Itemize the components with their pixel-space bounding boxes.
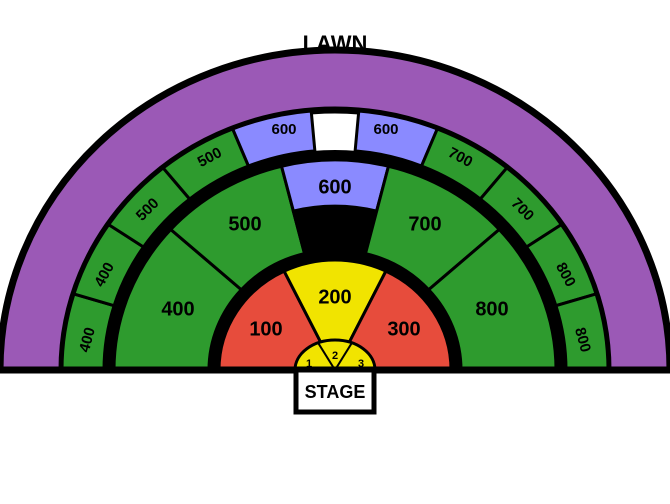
inner-label-2: 300: [387, 318, 420, 340]
mid-label-0: 400: [161, 298, 194, 320]
seating-chart: LAWN400400500500600600700700800800400500…: [0, 0, 670, 504]
mid-label-4: 700: [408, 213, 441, 235]
inner-label-1: 200: [318, 286, 351, 308]
stage-label: STAGE: [305, 382, 366, 402]
pit-label-2: 2: [332, 350, 338, 362]
mid-label-1: 500: [228, 213, 261, 235]
inner-label-0: 100: [249, 318, 282, 340]
mid-section-black-3: [293, 207, 376, 254]
lawn-label: LAWN: [303, 31, 368, 56]
outer-label-5: 600: [373, 121, 398, 138]
outer-label-4: 600: [271, 121, 296, 138]
mid-label-2: 600: [318, 176, 351, 198]
mid-label-5: 800: [475, 298, 508, 320]
